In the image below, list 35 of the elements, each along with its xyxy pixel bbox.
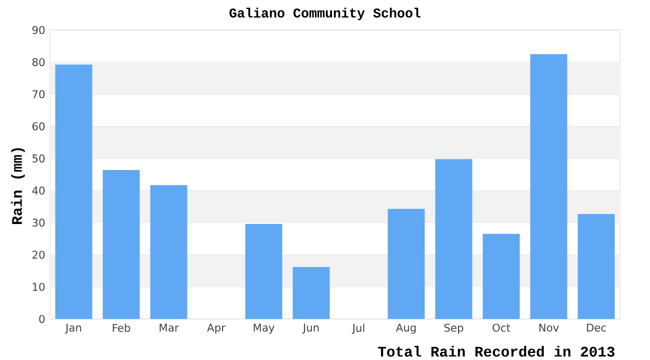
bar xyxy=(482,234,520,319)
bar xyxy=(150,185,188,319)
y-tick-label: 50 xyxy=(32,154,45,162)
bar xyxy=(55,64,92,319)
x-tick-label: Jul xyxy=(352,324,364,334)
y-tick-label: 60 xyxy=(32,122,45,130)
x-tick-label: Apr xyxy=(207,324,226,334)
bar xyxy=(530,54,568,319)
x-tick-label: Jun xyxy=(302,324,319,334)
x-tick-label: Feb xyxy=(112,324,130,332)
bar xyxy=(578,214,615,319)
bar xyxy=(388,208,425,319)
bar xyxy=(245,224,282,319)
chart-title: Galiano Community School xyxy=(230,8,420,20)
y-tick-label: 70 xyxy=(32,90,45,98)
x-tick-label: Aug xyxy=(396,324,416,334)
y-axis-title: Rain (mm) xyxy=(11,148,25,224)
bar xyxy=(292,266,330,319)
bar xyxy=(435,159,472,319)
x-tick-label: Sep xyxy=(444,324,464,334)
y-tick-label: 40 xyxy=(32,186,45,195)
x-tick-label: Jan xyxy=(64,324,82,334)
bar xyxy=(102,170,140,319)
y-tick-label: 90 xyxy=(32,26,45,34)
x-tick-label: May xyxy=(254,324,274,334)
y-tick-label: 80 xyxy=(32,58,45,66)
y-tick-label: 30 xyxy=(32,218,45,227)
x-axis-title: Total Rain Recorded in 2013 xyxy=(378,346,614,357)
x-tick-label: Mar xyxy=(160,324,179,332)
y-tick-label: 0 xyxy=(39,314,45,324)
x-tick-label: Dec xyxy=(586,324,606,332)
y-tick-label: 10 xyxy=(32,282,45,291)
x-tick-label: Nov xyxy=(539,324,559,332)
x-tick-label: Oct xyxy=(492,324,510,332)
y-tick-label: 20 xyxy=(32,250,45,259)
